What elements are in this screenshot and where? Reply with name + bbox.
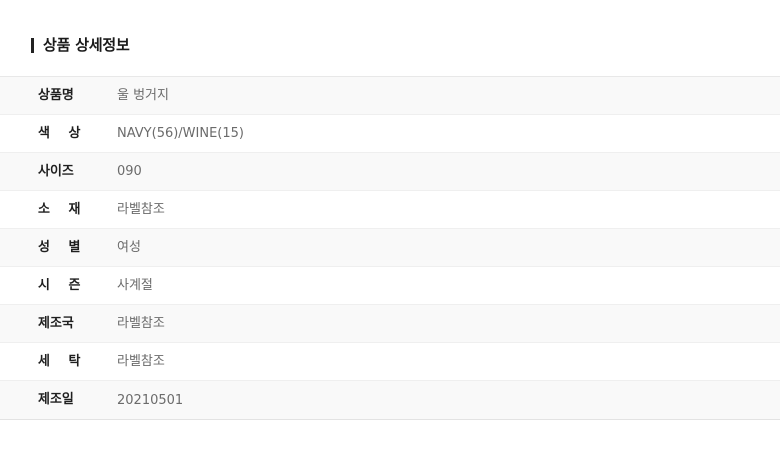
table-row: 제조국 라벨참조 xyxy=(0,305,780,343)
table-row: 제조일 20210501 xyxy=(0,381,780,419)
product-spec-table: 상품명 울 벙거지 색 상 NAVY(56)/WINE(15) 사이즈 090 소 재 라벨참… xyxy=(0,76,780,420)
spec-value: NAVY(56)/WINE(15) xyxy=(117,126,244,141)
table-row: 색 상 NAVY(56)/WINE(15) xyxy=(0,115,780,153)
spec-value: 라벨참조 xyxy=(117,202,165,217)
section-heading: 상품 상세정보 xyxy=(31,35,130,55)
spec-value: 20210501 xyxy=(117,392,184,408)
table-row: 사이즈 090 xyxy=(0,153,780,191)
spec-value: 라벨참조 xyxy=(117,354,165,369)
spec-label: 시 즌 xyxy=(38,277,88,293)
spec-label: 사이즈 xyxy=(38,163,74,179)
heading-accent-bar-icon xyxy=(31,37,34,53)
spec-value: 울 벙거지 xyxy=(117,88,169,103)
spec-label: 세 탁 xyxy=(38,353,88,369)
spec-label: 소 재 xyxy=(38,201,88,217)
table-row: 성 별 여성 xyxy=(0,229,780,267)
table-row: 상품명 울 벙거지 xyxy=(0,77,780,115)
table-row: 세 탁 라벨참조 xyxy=(0,343,780,381)
spec-label: 색 상 xyxy=(38,125,88,141)
spec-label: 제조국 xyxy=(38,315,74,331)
spec-value: 여성 xyxy=(117,240,141,255)
table-row: 시 즌 사계절 xyxy=(0,267,780,305)
spec-label: 상품명 xyxy=(38,87,74,103)
page-title: 상품 상세정보 xyxy=(43,35,130,54)
spec-value: 090 xyxy=(117,164,142,179)
spec-value: 라벨참조 xyxy=(117,316,165,331)
spec-value: 사계절 xyxy=(117,278,153,293)
spec-label: 제조일 xyxy=(38,392,74,407)
spec-label: 성 별 xyxy=(38,239,88,255)
table-row: 소 재 라벨참조 xyxy=(0,191,780,229)
